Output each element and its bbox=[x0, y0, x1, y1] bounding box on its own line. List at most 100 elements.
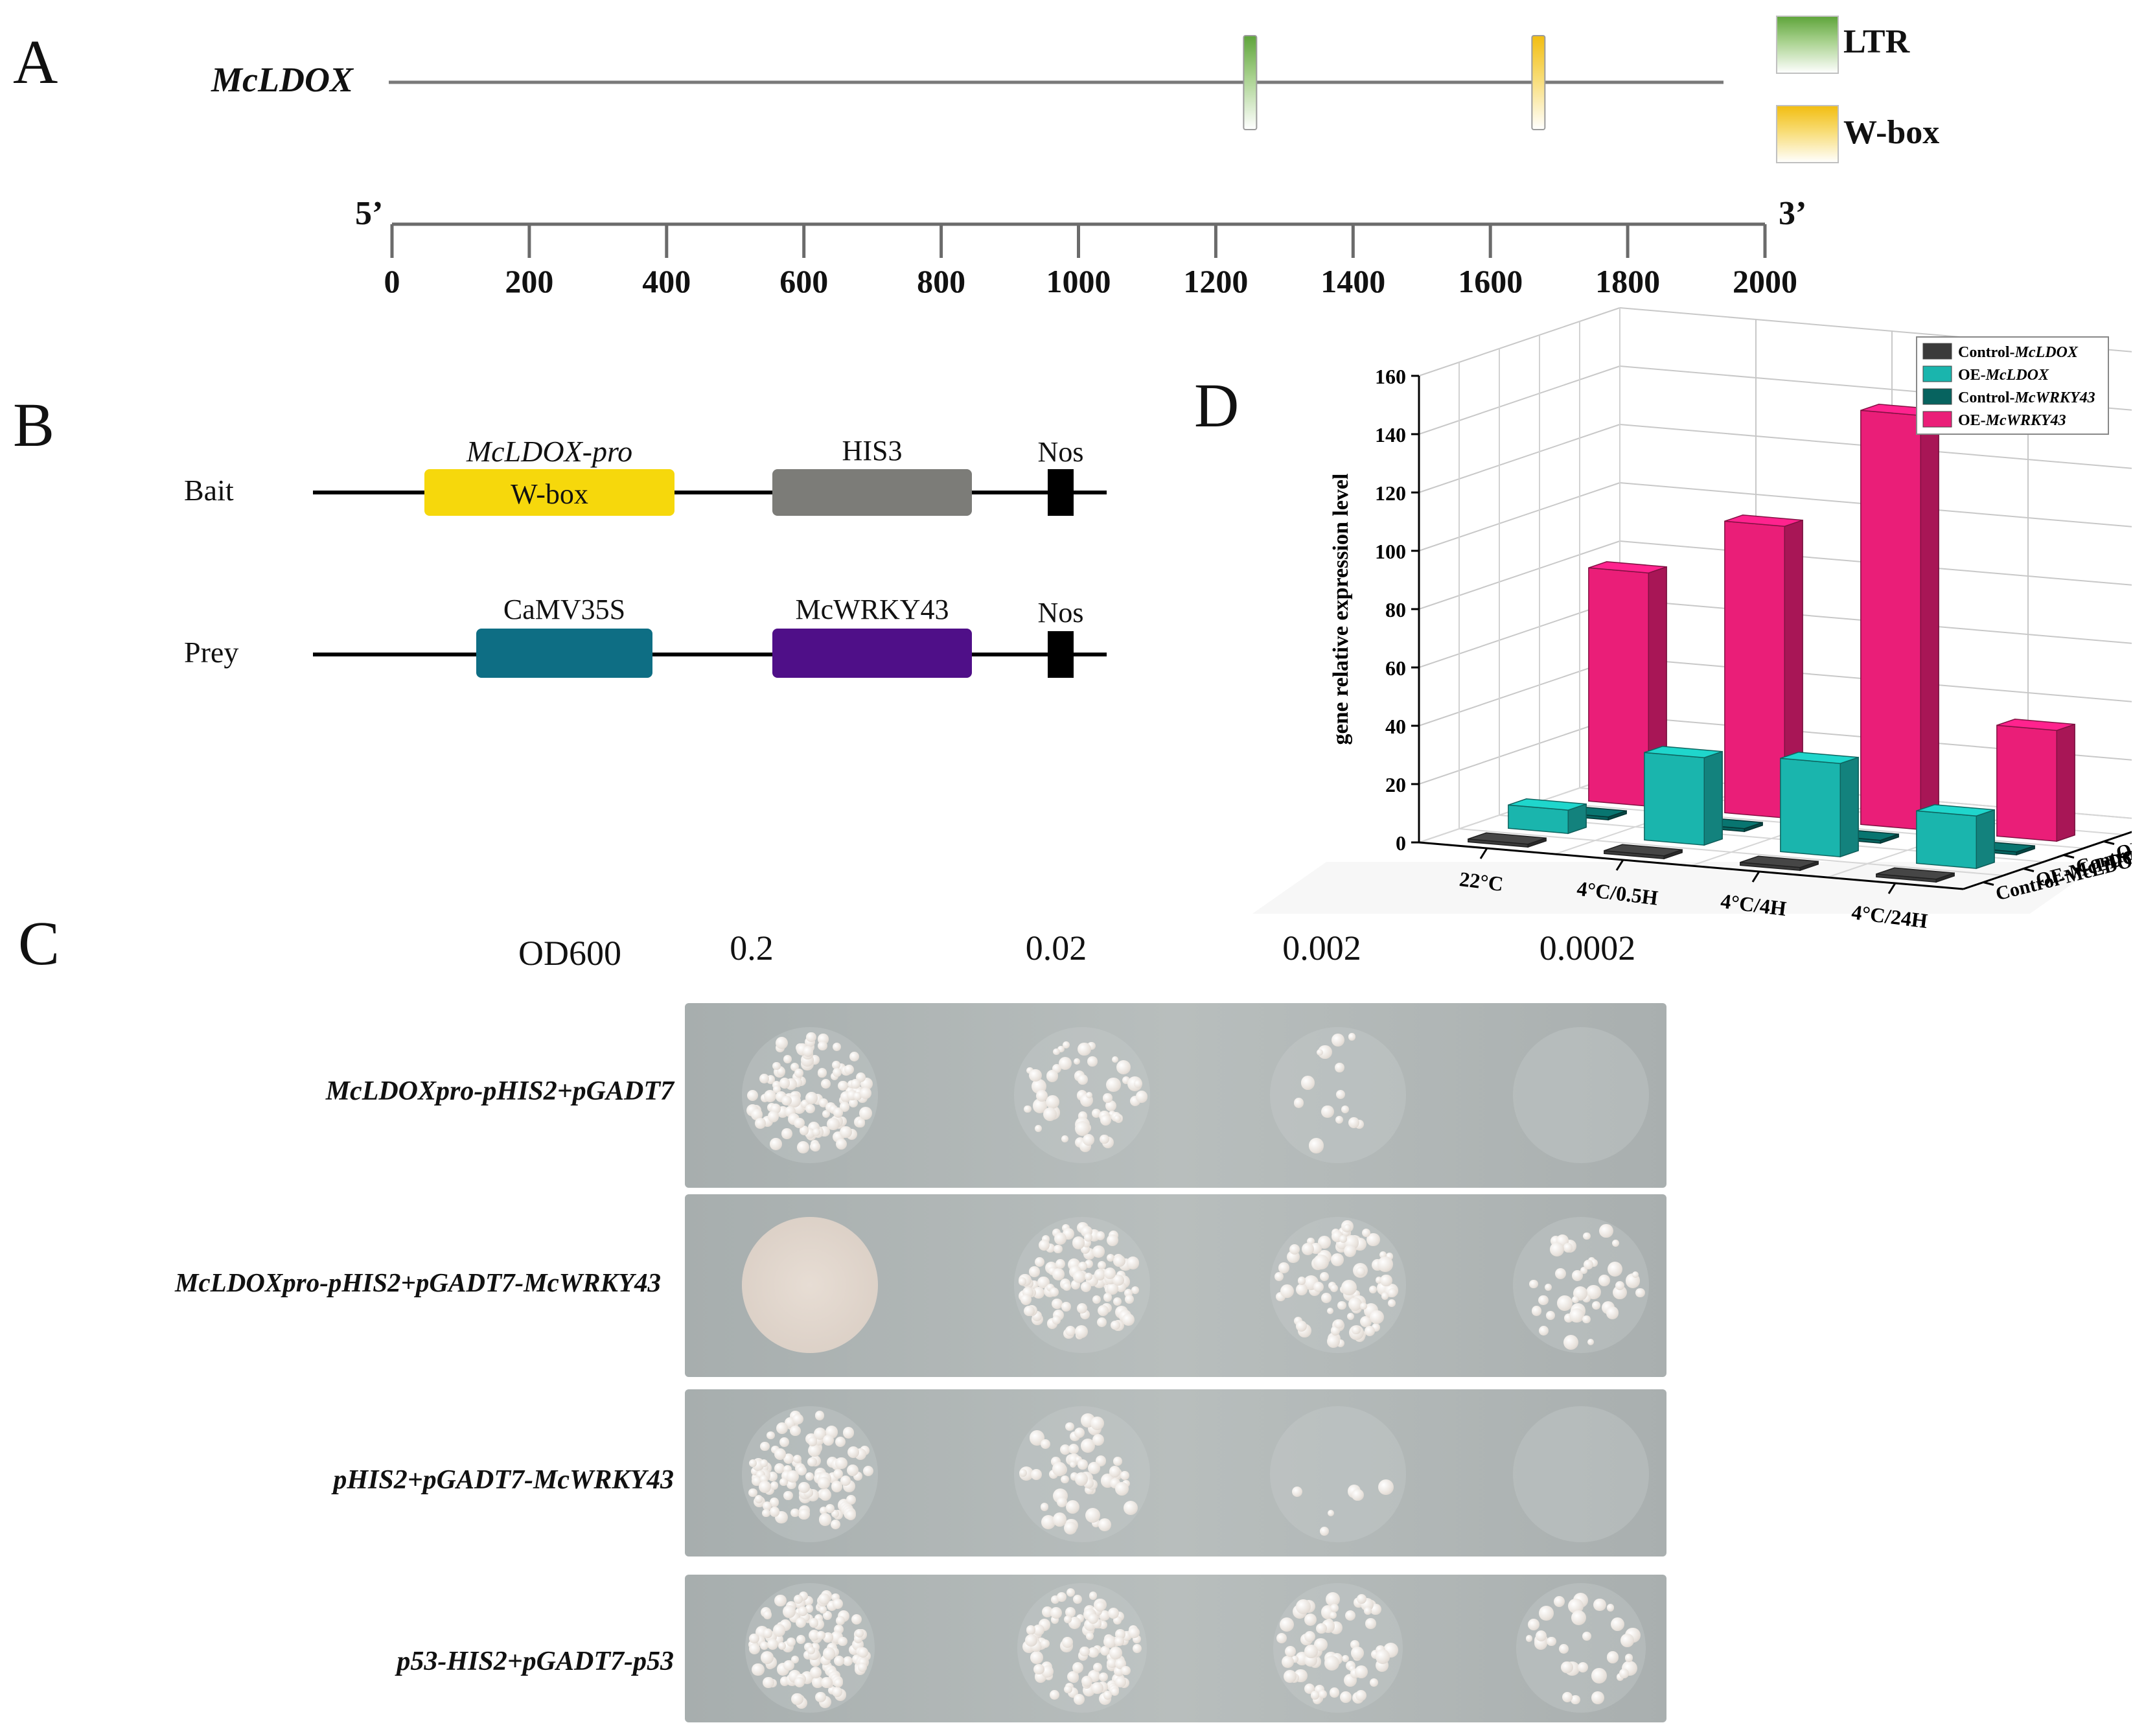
yeast-colony bbox=[1018, 1277, 1026, 1286]
yeast-colony bbox=[836, 1616, 845, 1625]
yeast-colony bbox=[1112, 1056, 1119, 1063]
yeast-colony bbox=[1114, 1115, 1121, 1122]
yeast-colony bbox=[1055, 1258, 1066, 1269]
yeast-colony bbox=[1587, 1338, 1594, 1345]
yeast-colony bbox=[1024, 1305, 1035, 1317]
yeast-colony bbox=[1113, 1297, 1122, 1306]
yeast-colony bbox=[818, 1477, 830, 1490]
yeast-colony bbox=[779, 1437, 789, 1447]
yeast-colony bbox=[795, 1617, 807, 1628]
bait-nos-block bbox=[1048, 469, 1074, 516]
wbox-block-label: W-box bbox=[511, 478, 588, 510]
yeast-colony bbox=[1049, 1288, 1059, 1297]
yeast-colony bbox=[1051, 1298, 1063, 1310]
yeast-colony bbox=[1598, 1274, 1611, 1286]
panel-d-letter: D bbox=[1194, 371, 1239, 440]
yeast-colony bbox=[1092, 1245, 1105, 1258]
yeast-colony bbox=[835, 1457, 847, 1470]
y-tick-label: 80 bbox=[1385, 598, 1406, 621]
y-tick-label: 140 bbox=[1375, 423, 1406, 446]
axis-tick-label: 1000 bbox=[1046, 263, 1111, 299]
yeast-colony bbox=[783, 1605, 796, 1618]
yeast-colony bbox=[851, 1614, 862, 1625]
y-tick-label: 100 bbox=[1375, 540, 1406, 563]
yeast-colony bbox=[1041, 1665, 1054, 1678]
yeast-colony bbox=[786, 1470, 800, 1483]
yeast-colony bbox=[832, 1042, 842, 1051]
yeast-colony bbox=[1329, 1612, 1337, 1619]
yeast-colony bbox=[833, 1107, 844, 1118]
yeast-colony bbox=[1019, 1468, 1028, 1477]
axis-tick-label: 2000 bbox=[1733, 263, 1797, 299]
yeast-colony bbox=[1078, 1074, 1088, 1085]
yeast-colony bbox=[1379, 1251, 1387, 1259]
yeast-colony bbox=[833, 1468, 844, 1479]
yeast-colony bbox=[835, 1436, 846, 1447]
yeast-colony bbox=[1061, 1301, 1072, 1312]
yeast-colony bbox=[805, 1472, 814, 1481]
yeast-colony bbox=[1330, 1284, 1339, 1293]
yeast-colony bbox=[770, 1481, 778, 1490]
y-tick-label: 120 bbox=[1375, 481, 1406, 505]
yeast-colony bbox=[1327, 1308, 1334, 1315]
yeast-colony bbox=[1065, 1606, 1076, 1617]
yeast-colony bbox=[1116, 1059, 1131, 1074]
yeast-colony bbox=[1088, 1462, 1100, 1475]
yeast-colony bbox=[1355, 1690, 1367, 1702]
yeast-colony bbox=[1538, 1295, 1549, 1306]
yeast-colony bbox=[1313, 1281, 1324, 1293]
yeast-colony bbox=[790, 1425, 801, 1437]
yeast-colony bbox=[1092, 1433, 1104, 1446]
legend-ltr-swatch bbox=[1776, 16, 1839, 74]
yeast-colony bbox=[748, 1488, 757, 1498]
gridline-side bbox=[1418, 657, 1620, 726]
yeast-colony bbox=[781, 1128, 792, 1139]
yeast-colony bbox=[1124, 1295, 1134, 1304]
chart-legend: Control-McLDOX OE-McLDOX Control-McWRKY43 O… bbox=[1916, 336, 2109, 435]
yeast-colony bbox=[1082, 1133, 1095, 1146]
yeast-colony bbox=[1561, 1661, 1573, 1674]
yeast-colony bbox=[1563, 1243, 1573, 1253]
yeast-colony bbox=[1380, 1274, 1393, 1287]
yeast-colony bbox=[1295, 1284, 1308, 1296]
legend-wbox-swatch bbox=[1776, 105, 1839, 163]
yeast-colony bbox=[1109, 1647, 1122, 1660]
yeast-colony bbox=[1031, 1468, 1043, 1480]
yeast-colony bbox=[1085, 1091, 1093, 1099]
dilution-label-2: 0.02 bbox=[1025, 929, 1087, 967]
yeast-colony bbox=[769, 1498, 779, 1507]
yeast-colony bbox=[1052, 1315, 1061, 1325]
bar-OE-McLDOX-4°C/24H bbox=[1916, 804, 1995, 870]
yeast-colony bbox=[1085, 1508, 1101, 1523]
yeast-colony bbox=[1020, 1293, 1032, 1306]
yeast-colony bbox=[832, 1061, 840, 1069]
yeast-colony bbox=[1114, 1636, 1124, 1647]
legend-swatch bbox=[1922, 343, 1952, 360]
yeast-colony bbox=[1074, 1121, 1090, 1137]
yeast-colony bbox=[855, 1629, 864, 1638]
chart-bars bbox=[1468, 404, 2075, 883]
x-tick bbox=[1751, 871, 1760, 883]
yeast-colony bbox=[794, 1117, 805, 1128]
yeast-colony bbox=[1041, 1514, 1056, 1530]
yeast-colony bbox=[783, 1055, 792, 1064]
yeast-colony bbox=[1080, 1281, 1092, 1293]
yeast-colony bbox=[794, 1677, 805, 1687]
yeast-colony bbox=[767, 1639, 779, 1650]
yeast-colony bbox=[1061, 1475, 1069, 1484]
yeast-colony bbox=[1049, 1689, 1059, 1700]
yeast-colony bbox=[1062, 1637, 1074, 1649]
yeast-colony bbox=[1064, 1521, 1077, 1534]
yeast-colony bbox=[1106, 1253, 1115, 1262]
legend-entry: OE-McLDOX bbox=[1958, 367, 2049, 384]
yeast-colony bbox=[1335, 1115, 1343, 1124]
yeast-colony bbox=[774, 1594, 787, 1607]
yeast-colony bbox=[1291, 1655, 1298, 1663]
yeast-colony bbox=[776, 1422, 789, 1435]
yeast-colony bbox=[848, 1098, 859, 1108]
yeast-colony bbox=[763, 1628, 773, 1639]
yeast-colony bbox=[1555, 1268, 1567, 1280]
gridline-side bbox=[1418, 599, 1620, 668]
axis-tick-label: 200 bbox=[505, 263, 554, 299]
yeast-colony bbox=[1276, 1632, 1287, 1643]
